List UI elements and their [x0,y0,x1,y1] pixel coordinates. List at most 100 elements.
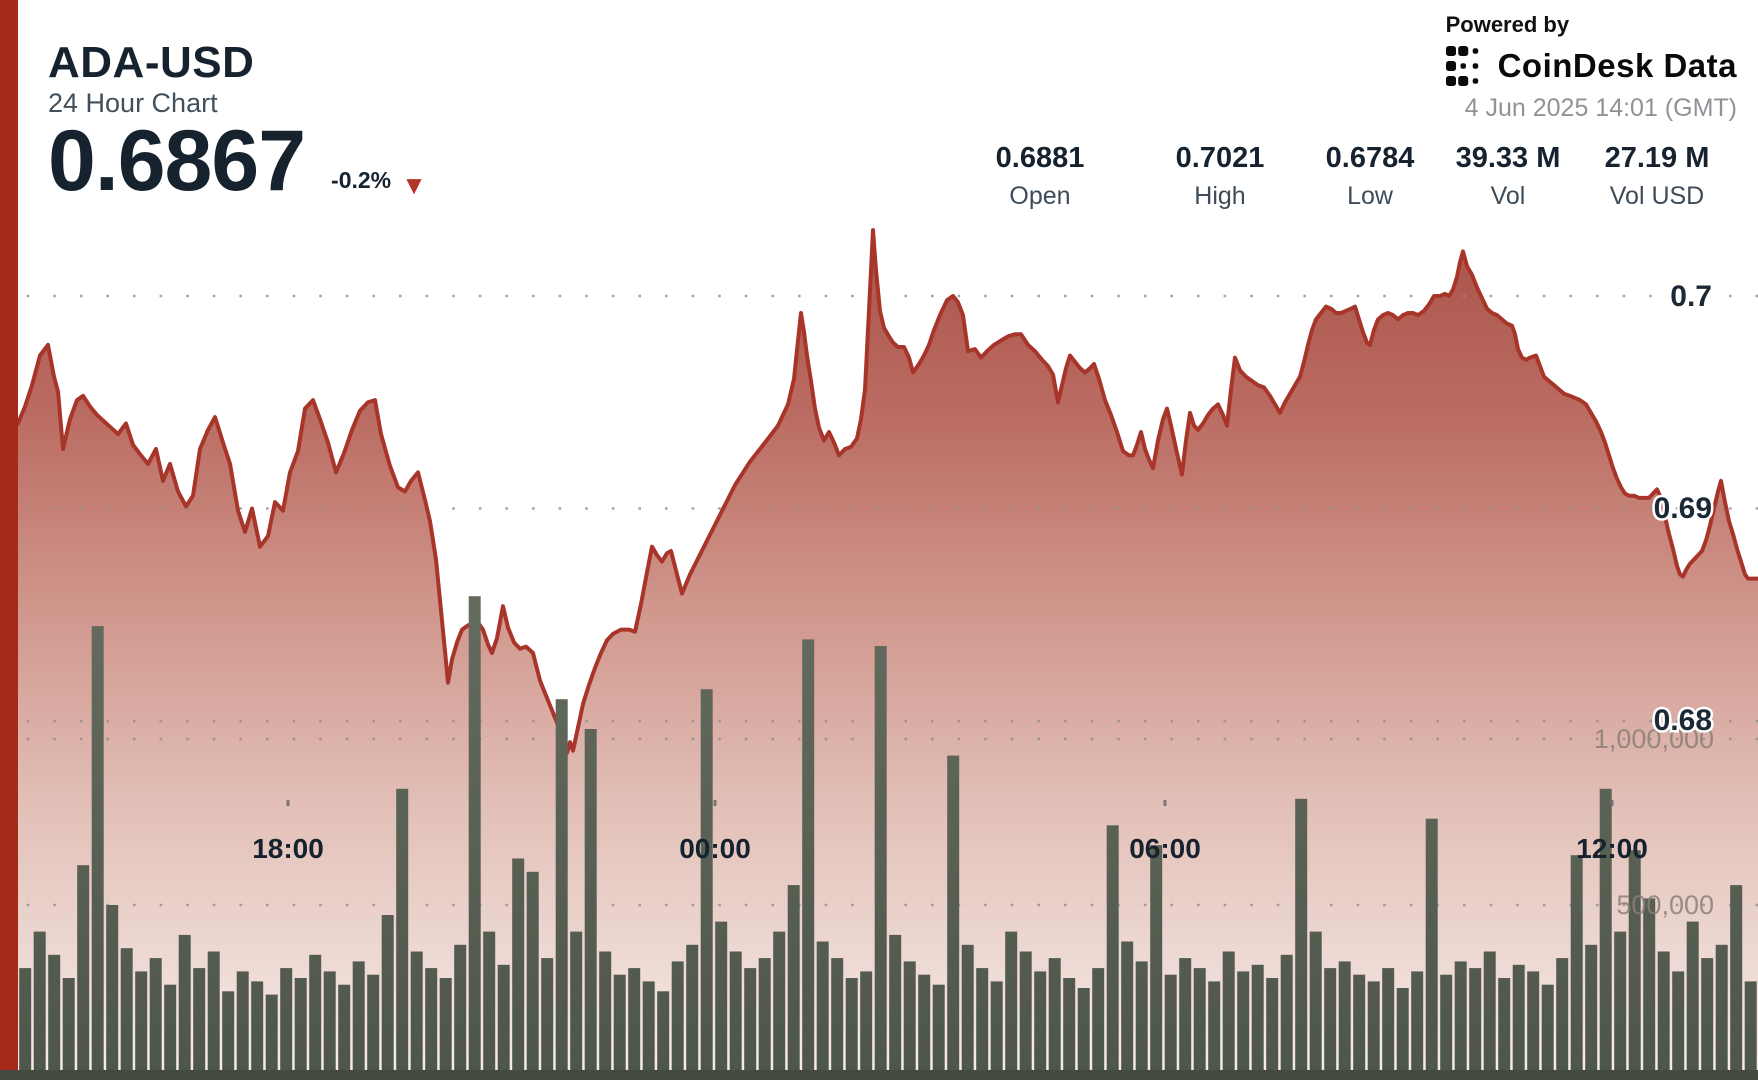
volume-bar [410,951,423,1080]
stat-open-label: Open [1009,182,1071,210]
volume-bar [976,968,989,1080]
volume-bar [164,984,177,1080]
volume-bar [120,948,133,1080]
volume-bar [1541,984,1554,1080]
chart-subtitle: 24 Hour Chart [48,88,218,118]
volume-bar [1034,971,1047,1080]
volume-bar [1425,818,1438,1080]
volume-bar [497,964,510,1080]
volume-bar [338,984,351,1080]
time-axis-tick: 00:00 [679,833,751,864]
volume-bar [816,941,829,1080]
volume-bar [1295,798,1308,1080]
stat-volume-usd: 27.19 M Vol USD [1582,142,1732,211]
volume-bar [947,755,960,1080]
volume-bar [294,978,307,1080]
volume-bar [309,954,322,1080]
volume-bar [1353,974,1366,1080]
volume-bar [265,994,278,1080]
timestamp: 4 Jun 2025 14:01 (GMT) [1464,94,1737,122]
volume-bar [686,944,699,1080]
stat-open: 0.6881 Open [965,142,1115,211]
volume-bar [787,885,800,1080]
volume-bar [1411,971,1424,1080]
volume-bar [1048,958,1061,1080]
volume-bar [918,974,931,1080]
stat-low-value: 0.6784 [1325,142,1415,174]
volume-bar [77,865,90,1080]
stat-high: 0.7021 High [1145,142,1295,211]
volume-bar [831,958,844,1080]
volume-bar [555,699,568,1080]
price-axis-tick: 0.68 [1654,704,1712,737]
volume-bars [19,596,1757,1080]
time-axis-tick: 06:00 [1129,833,1201,864]
volume-bar [425,968,438,1080]
volume-bar [1672,971,1685,1080]
volume-bar [91,626,104,1080]
stat-volume-usd-label: Vol USD [1609,182,1705,210]
volume-bar [367,974,380,1080]
volume-bar [700,689,713,1080]
volume-bar [990,981,1003,1080]
stat-low-label: Low [1347,182,1393,210]
page-title: ADA-USD [48,38,255,87]
volume-bar [1266,978,1279,1080]
volume-bar [149,958,162,1080]
volume-bar [1469,968,1482,1080]
volume-bar [1556,958,1569,1080]
volume-bar [657,991,670,1080]
volume-bar [961,944,974,1080]
volume-bar [236,971,249,1080]
volume-bar [1193,968,1206,1080]
volume-bar [135,971,148,1080]
volume-bar [1715,944,1728,1080]
volume-bar [62,978,75,1080]
volume-bar [526,871,539,1080]
volume-bar [1744,981,1757,1080]
volume-bar [1367,981,1380,1080]
volume-bar [773,931,786,1080]
price-change-percent: -0.2% [331,167,392,193]
volume-bar [1512,964,1525,1080]
volume-bar [860,971,873,1080]
current-price-block: 0.6867 -0.2% ▼ [48,118,427,204]
volume-bar [1251,964,1264,1080]
volume-bar [1454,961,1467,1080]
volume-bar [454,944,467,1080]
volume-bar [381,915,394,1080]
volume-bar [1686,921,1699,1080]
volume-bar [396,788,409,1080]
volume-bar [352,961,365,1080]
left-accent-bar [0,0,18,1070]
volume-bar [1077,988,1090,1080]
volume-bar [33,931,46,1080]
volume-bar [541,958,554,1080]
price-line [16,228,1758,755]
volume-bar [599,951,612,1080]
volume-bar [1280,954,1293,1080]
volume-bar [1019,951,1032,1080]
brand-row: CoinDesk Data [1445,46,1737,86]
volume-bar [1179,958,1192,1080]
volume-bar [1498,978,1511,1080]
volume-bar [642,981,655,1080]
time-tick-marks [286,800,1614,806]
volume-bar [1730,885,1743,1080]
price-down-triangle-icon: ▼ [401,170,427,200]
volume-bar [1599,788,1612,1080]
volume-bar [729,951,742,1080]
volume-bar [1092,968,1105,1080]
time-axis-tick: 18:00 [252,833,324,864]
coindesk-logo-icon [1445,46,1478,86]
volume-bar [1396,988,1409,1080]
volume-bar [1570,855,1583,1080]
volume-bar [744,968,757,1080]
volume-bar [845,978,858,1080]
volume-bar [48,954,61,1080]
volume-bar [1440,974,1453,1080]
volume-bar [251,981,264,1080]
volume-bar [1208,981,1221,1080]
